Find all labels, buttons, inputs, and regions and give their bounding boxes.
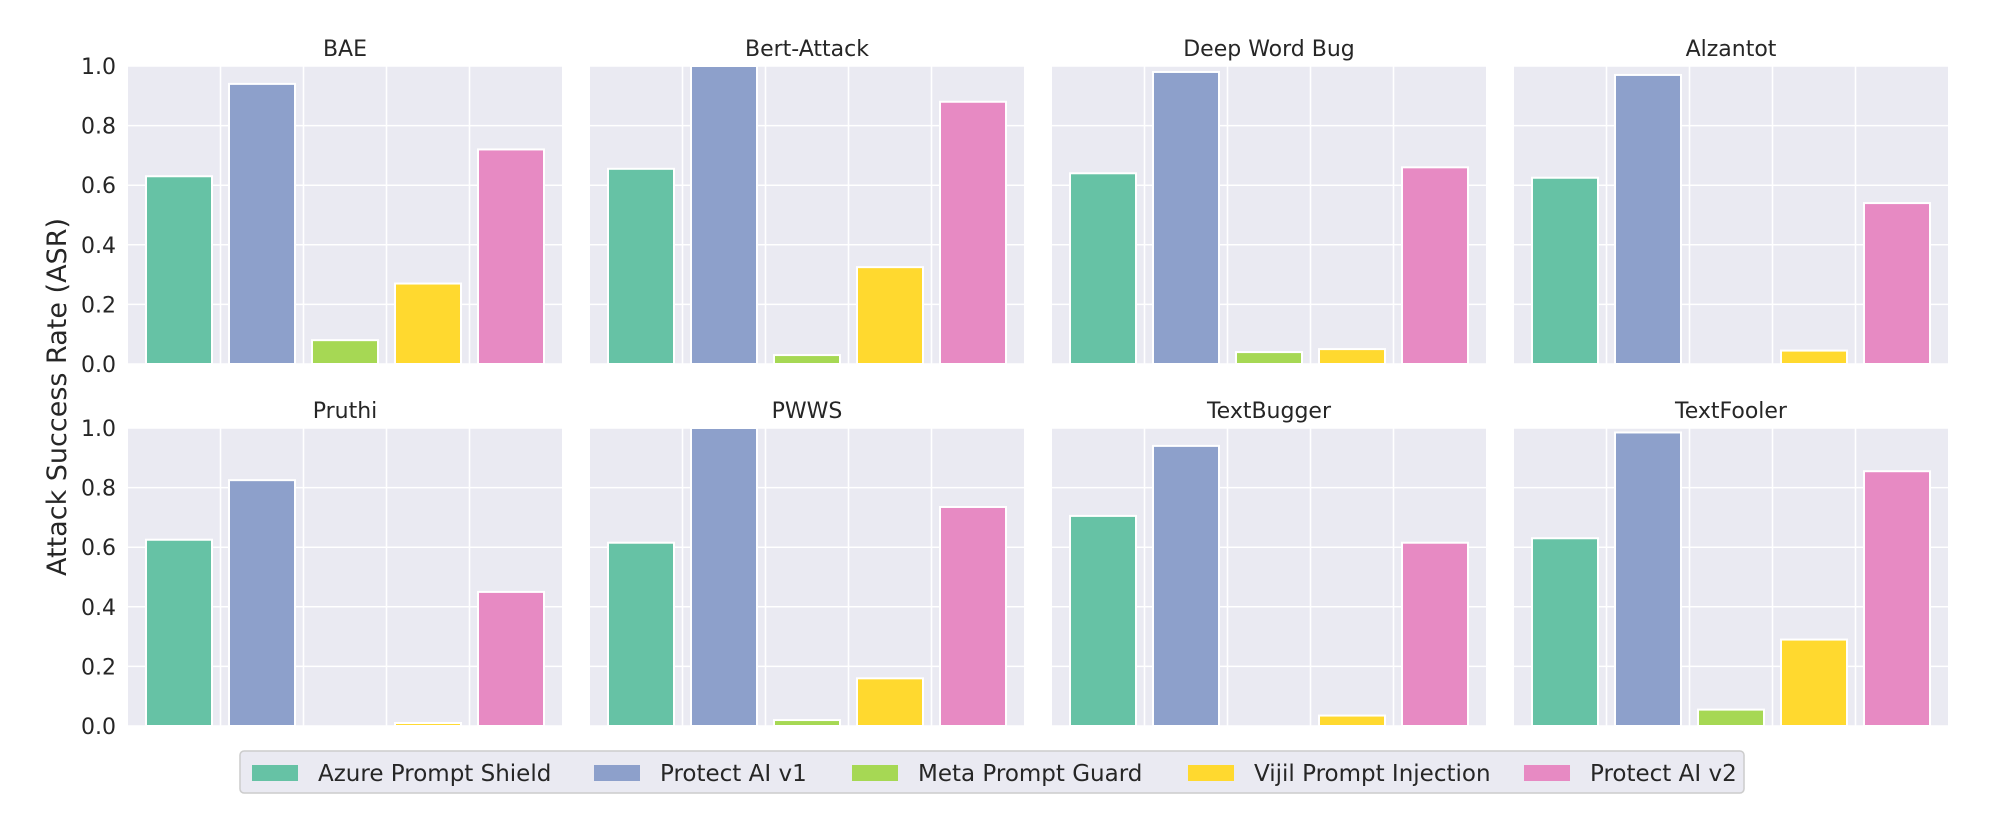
y-tick-label: 0.2 — [81, 293, 116, 318]
panels-layer: BAE 0.0 0.2 0.4 0.6 0.8 1.0 Bert-Attack Deep Wor… — [81, 37, 1948, 740]
bar-azure-prompt-shield — [1531, 537, 1599, 728]
bar-protect-ai-v1 — [690, 65, 758, 365]
panel-title: PWWS — [772, 399, 843, 424]
panel-deep-word-bug: Deep Word Bug — [1052, 37, 1486, 366]
panel-alzantot: Alzantot — [1514, 37, 1948, 365]
bar-vijil-prompt-injection — [1780, 349, 1848, 365]
bar-protect-ai-v1 — [1152, 444, 1220, 727]
y-tick-label: 0.4 — [81, 234, 116, 259]
bar-azure-prompt-shield — [1531, 176, 1599, 365]
y-tick-label: 0.0 — [81, 353, 116, 378]
y-tick-label: 0.4 — [81, 596, 116, 621]
legend-label: Meta Prompt Guard — [918, 761, 1142, 787]
panel-textbugger: TextBugger — [1052, 399, 1486, 728]
bar-vijil-prompt-injection — [1318, 714, 1386, 728]
panel-title: Pruthi — [313, 399, 378, 424]
legend-entry: Protect AI v1 — [594, 761, 807, 787]
legend-swatch — [252, 765, 298, 781]
bar-azure-prompt-shield — [145, 538, 213, 727]
bar-protect-ai-v1 — [1614, 431, 1682, 727]
bar-meta-prompt-guard — [311, 339, 379, 366]
y-tick-label: 0.6 — [81, 536, 116, 561]
panel-title: TextFooler — [1674, 399, 1788, 424]
legend-frame — [239, 750, 1745, 794]
legend-entry: Vijil Prompt Injection — [1188, 761, 1491, 787]
y-tick-label: 0.6 — [81, 174, 116, 199]
bar-vijil-prompt-injection — [856, 677, 924, 728]
panel-pwws: PWWS — [590, 399, 1024, 728]
panel-bae: BAE 0.0 0.2 0.4 0.6 0.8 1.0 — [81, 37, 562, 378]
bar-protect-ai-v1 — [1152, 70, 1220, 366]
bar-azure-prompt-shield — [1069, 172, 1137, 365]
bar-protect-ai-v2 — [939, 100, 1007, 365]
y-tick-label: 0.8 — [81, 115, 116, 140]
bar-meta-prompt-guard — [773, 719, 841, 727]
legend-swatch — [1524, 765, 1570, 781]
panel-textfooler: TextFooler — [1514, 399, 1948, 728]
y-tick-label: 1.0 — [81, 417, 116, 442]
y-tick-label: 0.8 — [81, 477, 116, 502]
legend-label: Protect AI v2 — [1590, 761, 1737, 787]
bar-protect-ai-v2 — [1401, 541, 1469, 727]
y-tick-label: 1.0 — [81, 55, 116, 80]
legend-swatch — [1188, 765, 1234, 781]
panel-title: Alzantot — [1686, 37, 1777, 62]
bar-protect-ai-v1 — [690, 427, 758, 727]
panel-title: Bert-Attack — [745, 37, 869, 62]
bar-azure-prompt-shield — [1069, 514, 1137, 727]
bar-vijil-prompt-injection — [394, 722, 462, 728]
legend-swatch — [594, 765, 640, 781]
bar-meta-prompt-guard — [1697, 708, 1765, 727]
legend-label: Vijil Prompt Injection — [1254, 761, 1491, 787]
bar-protect-ai-v2 — [477, 590, 545, 728]
legend: Azure Prompt Shield Protect AI v1 Meta Pro… — [239, 750, 1745, 794]
y-axis-title: Attack Success Rate (ASR) — [42, 218, 73, 576]
bar-vijil-prompt-injection — [1780, 638, 1848, 728]
bar-vijil-prompt-injection — [1318, 348, 1386, 366]
y-tick-label: 0.0 — [81, 715, 116, 740]
bar-protect-ai-v2 — [939, 505, 1007, 727]
bar-vijil-prompt-injection — [394, 282, 462, 366]
legend-entry: Protect AI v2 — [1524, 761, 1737, 787]
legend-swatch — [852, 765, 898, 781]
bar-vijil-prompt-injection — [856, 266, 924, 365]
bar-meta-prompt-guard — [1235, 351, 1303, 365]
y-tick-label: 0.2 — [81, 655, 116, 680]
panel-title: BAE — [323, 37, 367, 62]
legend-entry: Meta Prompt Guard — [852, 761, 1142, 787]
bar-protect-ai-v2 — [477, 148, 545, 365]
bar-protect-ai-v1 — [1614, 73, 1682, 365]
legend-label: Protect AI v1 — [660, 761, 807, 787]
bar-protect-ai-v2 — [1863, 470, 1931, 727]
bar-protect-ai-v1 — [228, 82, 296, 365]
legend-label: Azure Prompt Shield — [318, 761, 551, 787]
bar-azure-prompt-shield — [145, 175, 213, 365]
panel-bert-attack: Bert-Attack — [590, 37, 1024, 365]
panel-title: Deep Word Bug — [1183, 37, 1355, 62]
legend-entry: Azure Prompt Shield — [252, 761, 551, 787]
bar-protect-ai-v1 — [228, 479, 296, 727]
bar-azure-prompt-shield — [607, 541, 675, 727]
panel-title: TextBugger — [1206, 399, 1332, 424]
bar-meta-prompt-guard — [773, 354, 841, 365]
bar-protect-ai-v2 — [1863, 202, 1931, 365]
panel-pruthi: Pruthi 0.0 0.2 0.4 0.6 0.8 1.0 — [81, 399, 562, 740]
bar-azure-prompt-shield — [607, 167, 675, 365]
bar-protect-ai-v2 — [1401, 166, 1469, 365]
